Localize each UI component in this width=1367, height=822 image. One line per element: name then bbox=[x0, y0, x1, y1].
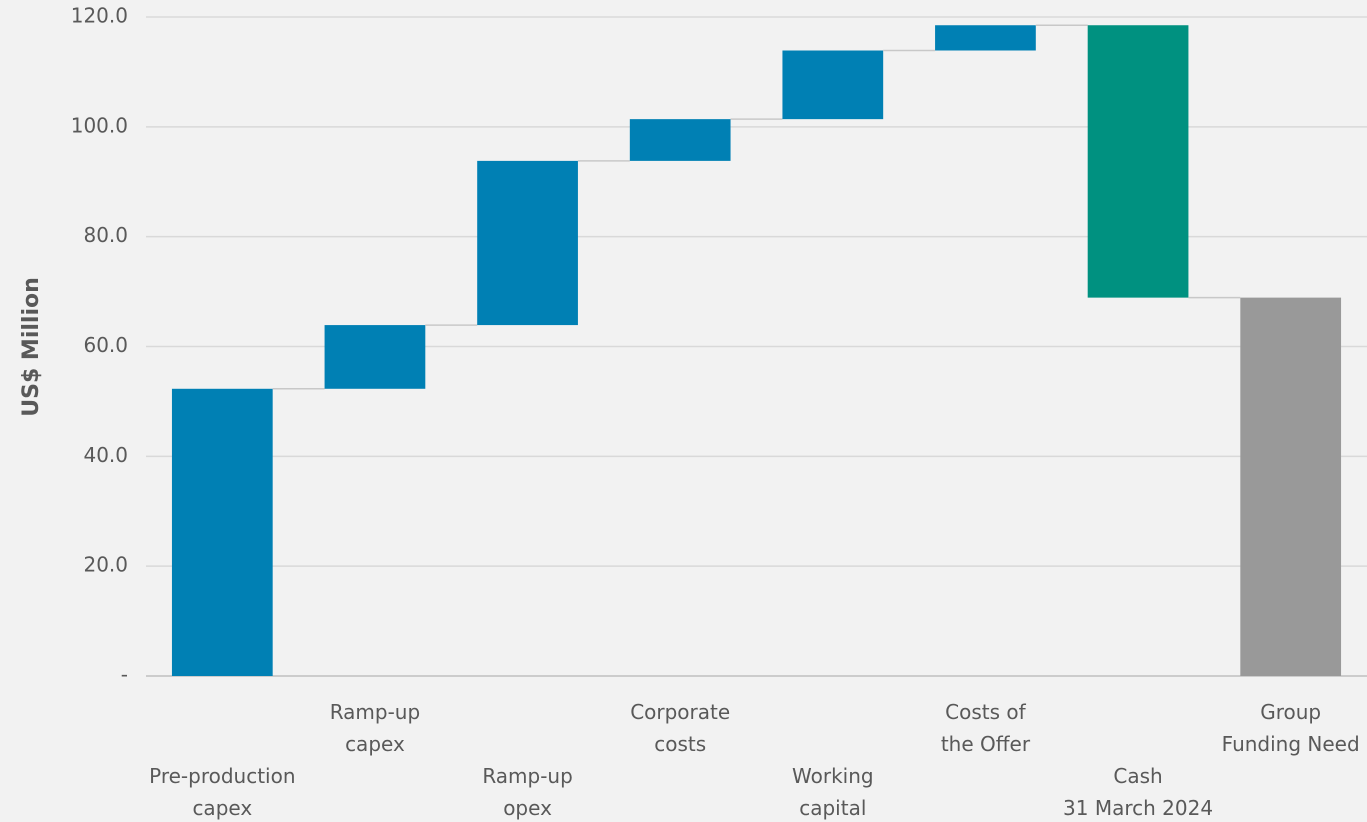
bar bbox=[324, 325, 426, 389]
bar bbox=[477, 160, 578, 326]
y-tick-label: 40.0 bbox=[83, 443, 128, 467]
x-tick-label: Working capital bbox=[792, 764, 874, 820]
x-tick-label: Group Funding Need bbox=[1222, 700, 1360, 756]
y-tick-label: 20.0 bbox=[83, 553, 128, 577]
y-tick-label: 60.0 bbox=[83, 333, 128, 357]
bar bbox=[935, 25, 1036, 51]
x-tick-label: Pre-production capex bbox=[149, 764, 295, 820]
x-tick-label: Costs of the Offer bbox=[941, 700, 1031, 756]
x-tick-label: Ramp-up capex bbox=[330, 700, 420, 756]
x-tick-label: Ramp-up opex bbox=[482, 764, 572, 820]
y-axis-title: US$ Million bbox=[19, 277, 44, 417]
x-tick-label: Cash 31 March 2024 bbox=[1063, 764, 1213, 820]
bar bbox=[1087, 25, 1189, 298]
y-tick-label: 80.0 bbox=[83, 223, 128, 247]
x-tick-label: Corporate costs bbox=[630, 700, 730, 756]
y-tick-label: 100.0 bbox=[71, 113, 128, 137]
bar bbox=[171, 388, 273, 676]
y-tick-label: 120.0 bbox=[71, 4, 128, 28]
y-tick-label: - bbox=[121, 663, 128, 687]
bar bbox=[629, 119, 731, 161]
bar bbox=[782, 50, 884, 120]
bar bbox=[1240, 297, 1342, 676]
